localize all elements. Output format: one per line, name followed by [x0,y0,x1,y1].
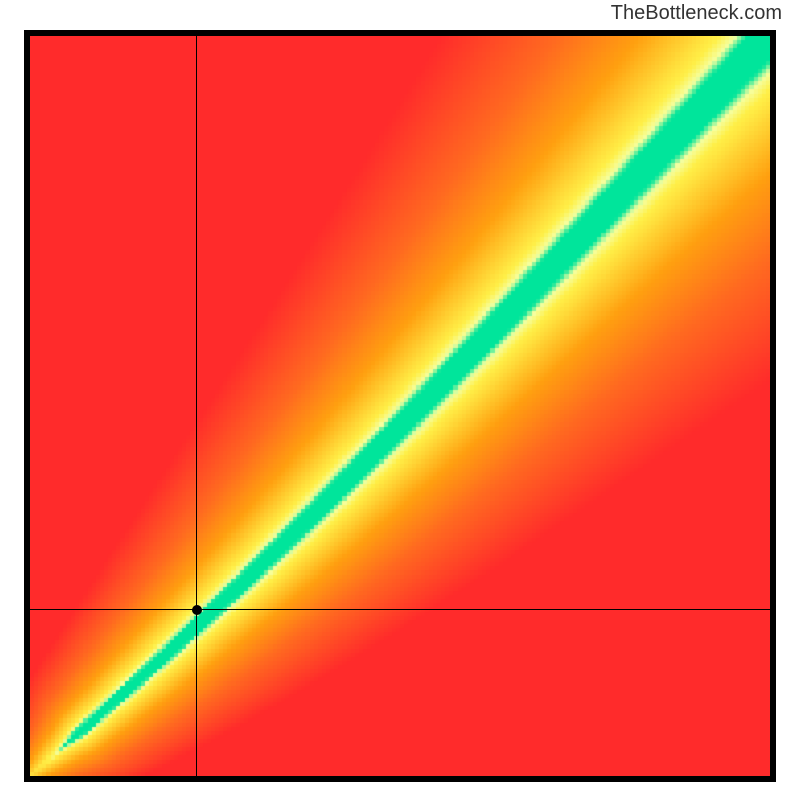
crosshair-vertical [196,36,197,776]
chart-container: TheBottleneck.com [0,0,800,800]
crosshair-horizontal [30,609,770,610]
data-point-marker [192,605,202,615]
plot-area [30,36,770,776]
heatmap-canvas [30,36,770,776]
watermark-text: TheBottleneck.com [611,2,782,25]
